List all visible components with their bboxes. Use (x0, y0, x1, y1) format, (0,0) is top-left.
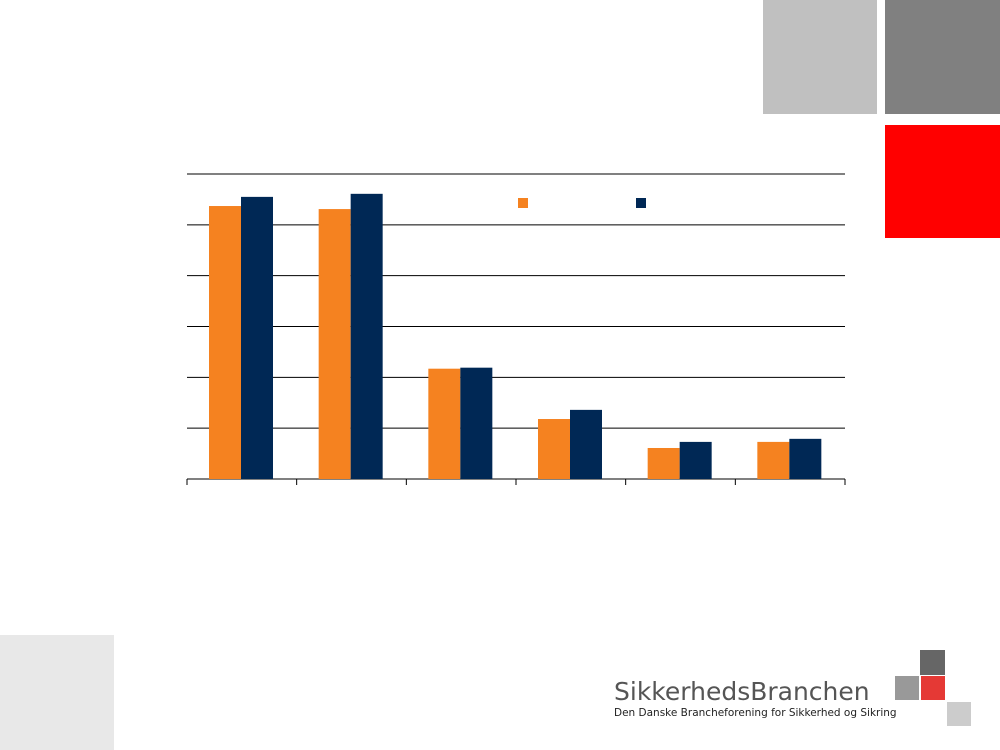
logo-square (921, 676, 945, 700)
bar (241, 196, 273, 479)
bar (538, 419, 570, 479)
logo-name: SikkerhedsBranchen (614, 677, 870, 706)
chart (186, 173, 846, 485)
bar (428, 368, 461, 479)
deco-square (885, 125, 1000, 238)
bar (570, 409, 602, 479)
bar (460, 367, 493, 479)
bar (789, 438, 822, 479)
logo-square (920, 650, 945, 675)
legend-swatch (636, 198, 646, 208)
bar (209, 206, 241, 479)
deco-square (0, 635, 114, 750)
bar (350, 193, 383, 479)
logo-square (895, 676, 919, 700)
bar (318, 209, 351, 479)
bar (647, 447, 680, 479)
bar (757, 441, 790, 479)
bar (679, 441, 712, 479)
logo-tagline: Den Danske Brancheforening for Sikkerhed… (614, 707, 897, 719)
deco-square (763, 0, 877, 114)
legend-swatch (518, 198, 528, 208)
deco-square (885, 0, 1000, 114)
logo-square (947, 702, 971, 726)
